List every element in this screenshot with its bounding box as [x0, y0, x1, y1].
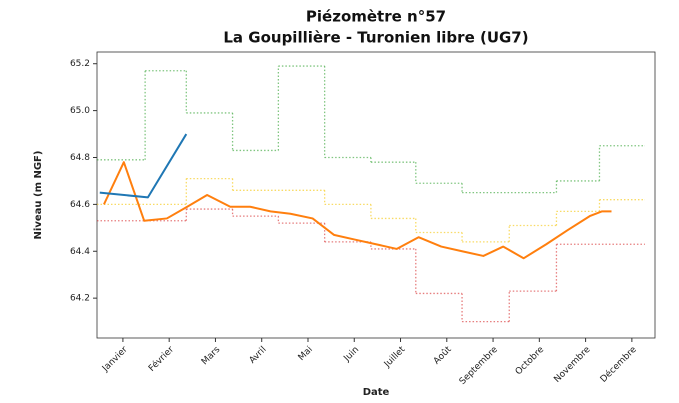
x-axis-label: Date	[363, 387, 390, 398]
chart-subtitle: La Goupillière - Turonien libre (UG7)	[223, 29, 528, 47]
series-line	[103, 161, 612, 260]
x-tick-label: Août	[432, 344, 454, 366]
x-tick-label: Janvier	[100, 345, 130, 375]
y-tick-label: 65.0	[70, 106, 90, 116]
y-tick-label: 65.2	[70, 59, 90, 69]
series-line	[99, 133, 188, 199]
y-tick-label: 64.6	[70, 200, 90, 210]
chart-title: Piézomètre n°57	[306, 8, 446, 26]
y-tick-label: 64.2	[70, 294, 90, 304]
x-tick-label: Septembre	[458, 345, 500, 387]
x-tick-label: Octobre	[514, 344, 547, 377]
y-tick-label: 64.4	[70, 247, 90, 257]
x-tick-label: Mars	[200, 345, 223, 368]
x-tick-label: Avril	[248, 345, 269, 366]
y-tick-label: 64.8	[70, 153, 90, 163]
x-tick-label: Juin	[342, 345, 362, 365]
x-tick-label: Décembre	[598, 344, 639, 385]
x-tick-label: Novembre	[552, 344, 592, 384]
x-tick-label: Juillet	[382, 344, 408, 370]
plot-frame	[96, 51, 656, 339]
x-tick-label: Mai	[297, 345, 315, 363]
y-axis-label: Niveau (m NGF)	[33, 151, 44, 240]
x-tick-label: Février	[146, 344, 176, 374]
